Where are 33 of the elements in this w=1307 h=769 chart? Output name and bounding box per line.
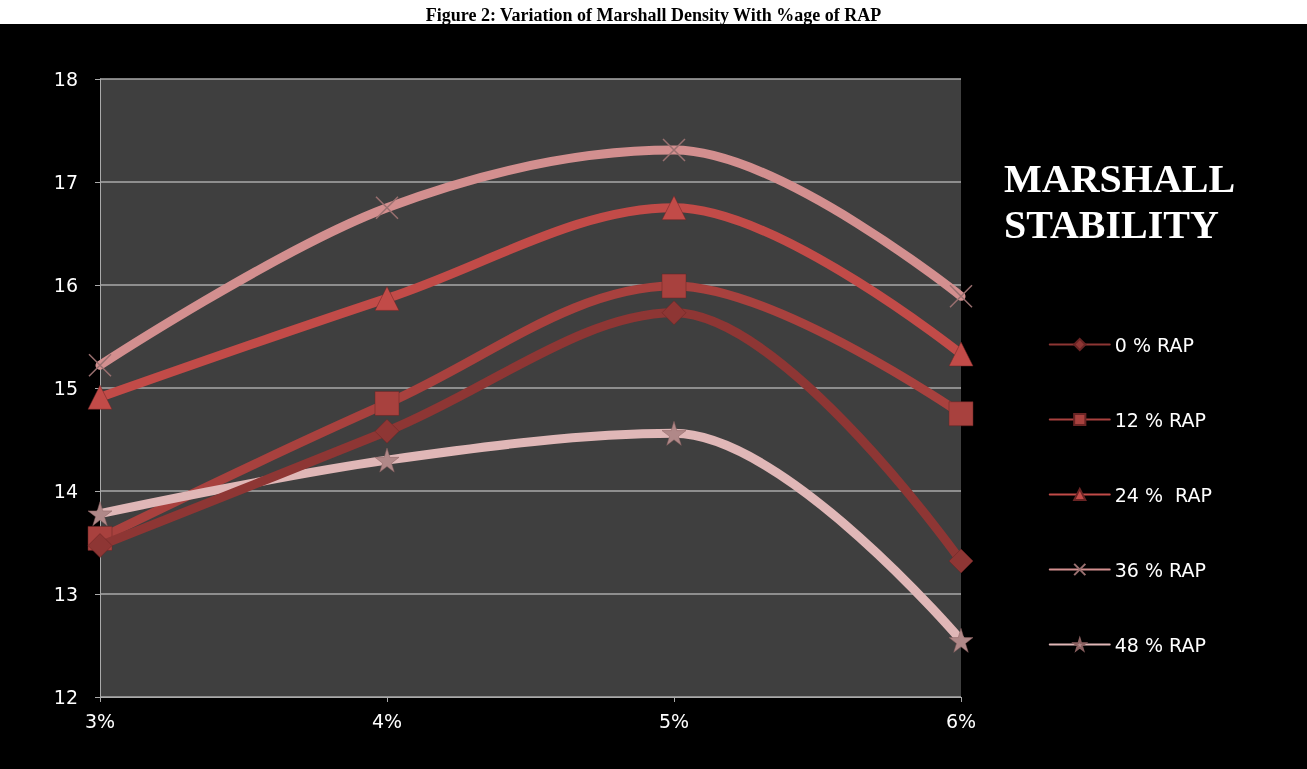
point (374, 419, 400, 444)
point (374, 391, 400, 416)
point (948, 548, 974, 574)
legend-label: 24 % RAP (1114, 483, 1213, 506)
point (87, 501, 113, 526)
x-tick-label: 5% (658, 709, 690, 732)
y-tick-label: 18 (53, 68, 78, 90)
y-tick-label: 13 (53, 583, 78, 605)
point (948, 401, 974, 426)
point (374, 447, 400, 473)
point (661, 195, 687, 220)
point (374, 286, 400, 311)
point (661, 421, 687, 446)
x-tick-label: 3% (84, 709, 116, 732)
point (661, 300, 687, 326)
y-tick-label: 16 (53, 274, 78, 296)
point (661, 273, 687, 299)
point (87, 533, 113, 558)
x-tick-label: 4% (371, 709, 403, 732)
y-tick-label: 12 (53, 686, 78, 708)
point (87, 385, 113, 410)
chart-title: Figure 2: Variation of Marshall Density With %age of RAP (425, 5, 882, 25)
x-tick-label: 6% (945, 709, 977, 732)
point (948, 341, 974, 367)
legend-label: 36 % RAP (1114, 558, 1206, 581)
y-tick-label: 17 (53, 171, 78, 193)
legend-label: 0 % RAP (1114, 333, 1194, 356)
point (948, 628, 974, 653)
legend-title: MARSHALL STABILITY (1004, 155, 1243, 247)
y-tick-label: 15 (53, 377, 78, 399)
legend-label: 12 % RAP (1114, 408, 1206, 431)
legend-label: 48 % RAP (1114, 633, 1206, 656)
y-tick-label: 14 (53, 480, 78, 502)
